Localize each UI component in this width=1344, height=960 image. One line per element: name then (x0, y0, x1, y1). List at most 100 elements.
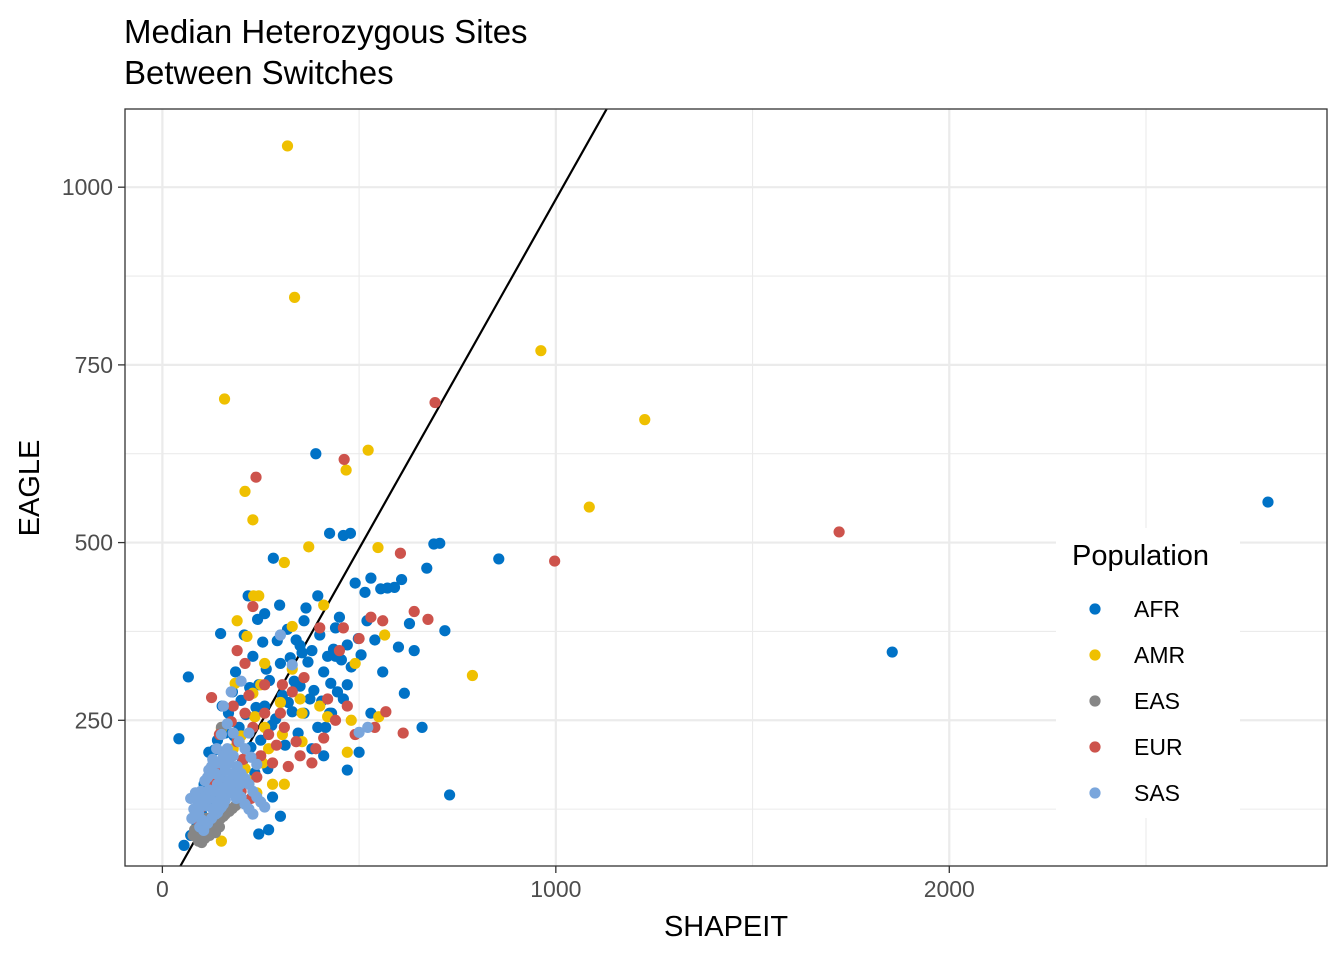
point-afr (294, 640, 306, 652)
point-sas (235, 675, 247, 687)
legend-background (1056, 528, 1240, 818)
point-afr (349, 577, 361, 589)
point-sas (239, 743, 251, 755)
y-tick-label: 500 (75, 530, 113, 556)
point-eur (247, 600, 259, 613)
point-afr (298, 615, 310, 627)
point-eur (274, 707, 287, 719)
legend-key-afr (1089, 603, 1101, 615)
point-eur (377, 615, 389, 627)
point-afr (255, 734, 267, 746)
point-afr (341, 679, 353, 691)
point-afr (322, 650, 334, 662)
legend-items: AFR AMR EAS EUR SAS (1089, 596, 1185, 806)
point-sas (251, 758, 263, 770)
point-eur (314, 622, 326, 634)
point-sas (226, 767, 239, 780)
point-afr (215, 627, 227, 640)
point-sas (247, 808, 259, 820)
point-afr (310, 448, 322, 460)
point-eur (306, 757, 318, 769)
point-sas (227, 727, 239, 739)
point-amr (215, 835, 227, 847)
point-amr (231, 615, 243, 627)
legend-key-amr (1089, 649, 1101, 661)
point-eur (337, 622, 349, 634)
y-axis-ticks: 250 500 750 1000 (62, 174, 125, 733)
point-sas (225, 686, 237, 698)
point-sas (195, 799, 207, 812)
point-afr (286, 706, 298, 718)
point-afr (416, 721, 428, 733)
point-afr (173, 733, 185, 745)
point-eur (278, 721, 290, 733)
point-amr (288, 291, 301, 303)
point-afr (247, 650, 259, 662)
legend-key-eur (1089, 741, 1101, 753)
point-eur (290, 736, 302, 748)
point-afr (274, 657, 287, 670)
data-points (173, 140, 1274, 851)
point-eur (259, 679, 271, 691)
legend-title: Population (1072, 540, 1209, 572)
point-eur (397, 727, 409, 739)
point-afr (377, 666, 389, 678)
point-eur (243, 689, 255, 702)
point-afr (292, 727, 304, 739)
point-eur (282, 760, 294, 773)
point-afr (318, 750, 330, 762)
point-afr (312, 721, 324, 733)
point-eur (408, 605, 420, 618)
point-afr (182, 671, 194, 683)
point-amr (372, 541, 384, 554)
point-amr (239, 485, 251, 498)
point-eur (276, 679, 288, 691)
point-eur (322, 693, 334, 705)
point-sas (221, 718, 233, 730)
point-sas (211, 743, 223, 755)
point-amr (294, 693, 306, 705)
point-afr (267, 552, 279, 564)
point-amr (314, 700, 326, 712)
point-eur (394, 547, 407, 559)
point-eas (213, 821, 226, 833)
point-eur (231, 645, 243, 657)
point-amr (241, 630, 253, 643)
point-afr (325, 677, 337, 689)
point-eur (380, 706, 392, 718)
legend: Population AFR AMR EAS EUR SAS (1056, 528, 1240, 818)
point-eur (310, 743, 322, 755)
point-afr (369, 634, 381, 646)
point-amr (345, 714, 357, 726)
point-amr (266, 778, 279, 790)
point-sas (286, 659, 298, 671)
point-eur (255, 750, 267, 762)
point-amr (341, 746, 353, 758)
point-eur (259, 707, 271, 719)
point-afr (886, 646, 898, 658)
legend-label-sas: SAS (1134, 780, 1180, 806)
point-eur (833, 526, 845, 538)
point-sas (353, 726, 365, 738)
point-eur (294, 750, 306, 762)
point-amr (296, 707, 308, 719)
point-eur (250, 471, 262, 483)
point-eur (251, 771, 263, 783)
x-tick-label: 1000 (530, 876, 581, 902)
point-sas (215, 728, 227, 741)
point-amr (274, 696, 287, 709)
point-eur (429, 396, 441, 409)
point-amr (639, 414, 651, 426)
point-afr (1262, 496, 1274, 508)
point-amr (281, 140, 294, 152)
point-sas (234, 778, 246, 790)
point-eur (298, 672, 310, 684)
legend-key-sas (1089, 787, 1101, 799)
point-afr (279, 739, 291, 751)
point-afr (312, 590, 324, 602)
legend-label-amr: AMR (1134, 642, 1185, 668)
point-amr (349, 657, 361, 670)
point-afr (395, 573, 408, 586)
point-afr (439, 625, 451, 637)
point-eur (205, 691, 218, 704)
